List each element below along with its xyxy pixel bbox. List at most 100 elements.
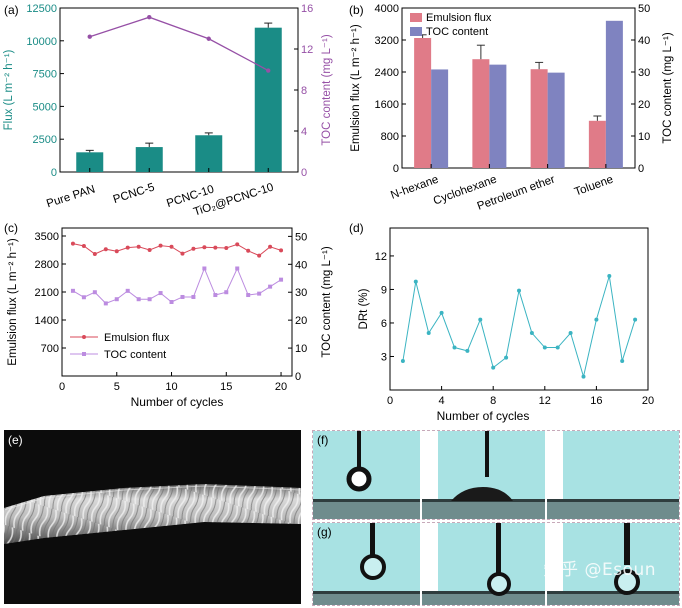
toc-point: [224, 290, 229, 295]
x-tick-label: 15: [220, 381, 232, 393]
toc-point: [268, 284, 273, 289]
toc-point: [266, 68, 271, 73]
flux-bar: [76, 152, 104, 172]
toc-point: [81, 295, 86, 300]
emulsion-flux-point: [191, 246, 196, 251]
flux-bar: [195, 135, 223, 172]
emulsion-flux-bar: [588, 120, 606, 168]
legend-swatch-flux: [410, 13, 422, 22]
toc-point: [279, 277, 284, 282]
chart-b: (b) 0 800 1600 2400 3200 4000 Emulsion flux (L…: [349, 3, 674, 213]
sem-fiber-image: (e): [4, 430, 301, 604]
drt-point: [607, 274, 612, 279]
y-tick-label: 2500: [33, 134, 57, 146]
emulsion-flux-point: [70, 241, 75, 246]
panel-label-c: (c): [4, 221, 18, 235]
drt-point: [594, 317, 599, 322]
y-tick-label: 3500: [35, 231, 59, 243]
toc-point: [147, 297, 152, 302]
y-tick-label: 3200: [375, 35, 399, 47]
drt-point: [439, 310, 444, 315]
drt-point: [542, 345, 547, 350]
droplet-panel-f: (f): [312, 430, 680, 520]
y-tick-label: 4000: [375, 3, 399, 15]
y-tick-label: 0: [393, 163, 399, 175]
plot-frame: [389, 227, 649, 391]
y-tick-label: 6: [381, 318, 387, 330]
x-tick-label: PCNC-5: [112, 181, 156, 206]
x-tick-label: 0: [387, 395, 393, 407]
toc-point: [235, 266, 240, 271]
plot-frame: [61, 227, 293, 377]
drt-point: [633, 317, 638, 322]
y2-tick-label: 30: [638, 67, 650, 79]
toc-point: [169, 300, 174, 304]
y2-tick-label: 30: [295, 287, 307, 299]
watermark-text: 知乎 @Esoun: [543, 560, 656, 580]
toc-point: [103, 301, 108, 306]
y-tick-label: 1600: [375, 99, 399, 111]
emulsion-flux-point: [125, 245, 130, 250]
legend-marker-toc: [82, 352, 86, 356]
y-tick-label: 5000: [33, 101, 57, 113]
emulsion-flux-point: [158, 243, 163, 248]
toc-point: [246, 293, 251, 298]
emulsion-flux-point: [147, 248, 152, 252]
y2-tick-label: 10: [295, 343, 307, 355]
emulsion-flux-point: [213, 245, 218, 250]
y-tick-label: 12500: [26, 3, 57, 15]
y-tick-label: 1400: [35, 315, 59, 327]
emulsion-flux-bar: [414, 38, 432, 168]
emulsion-flux-point: [136, 244, 141, 249]
emulsion-flux-bar: [472, 59, 490, 169]
toc-point: [213, 293, 218, 298]
drt-point: [620, 358, 625, 363]
chart-d: (d) 3 6 9 12 DRt (%) 0 4 8 12 16 20 Number of cycle…: [349, 221, 654, 423]
toc-bar: [489, 64, 507, 168]
y-tick-label: 0: [51, 167, 57, 179]
x-tick-label: 16: [590, 395, 602, 407]
drt-point: [517, 288, 521, 293]
toc-bar: [547, 72, 565, 168]
emulsion-flux-point: [235, 242, 240, 247]
emulsion-flux-point: [180, 251, 185, 256]
panel-label-d: (d): [349, 221, 364, 235]
toc-point: [180, 294, 185, 299]
emulsion-flux-point: [92, 252, 97, 256]
x-tick-label: 0: [59, 381, 65, 393]
x-axis-label: Number of cycles: [437, 409, 530, 423]
toc-line: [72, 267, 282, 304]
toc-point: [202, 266, 207, 271]
drt-point: [413, 279, 418, 284]
toc-point: [125, 288, 130, 293]
x-tick-label: Toluene: [573, 174, 615, 199]
droplet-g-drawing: (g): [313, 523, 679, 605]
y2-tick-label: 20: [295, 315, 307, 327]
emulsion-flux-bar: [530, 69, 548, 168]
emulsion-flux-point: [257, 253, 262, 258]
panel-label-b: (b): [349, 3, 364, 17]
y2-tick-label: 20: [638, 99, 650, 111]
y2-tick-label: 10: [638, 131, 650, 143]
x-tick-label: 4: [439, 395, 445, 407]
emulsion-flux-point: [202, 245, 207, 250]
y-tick-label: 2100: [35, 287, 59, 299]
drt-point: [581, 374, 586, 379]
y2-tick-label: 0: [638, 163, 644, 175]
x-tick-label: 20: [275, 381, 287, 393]
drt-point: [568, 331, 573, 336]
y-tick-label: 2400: [375, 67, 399, 79]
y2-tick-label: 50: [295, 231, 307, 243]
toc-bar: [431, 69, 449, 168]
y2-tick-label: 8: [301, 85, 307, 97]
drt-point: [400, 358, 405, 363]
y-tick-label: 12: [375, 251, 387, 263]
y-axis-label: Emulsion flux (L m⁻² h⁻¹): [350, 24, 362, 152]
y2-tick-label: 50: [638, 3, 650, 15]
legend-label-flux: Emulsion flux: [426, 12, 492, 24]
toc-point: [257, 291, 262, 296]
y2-axis-label: TOC content (mg L⁻¹): [321, 246, 333, 357]
y-axis-label: Emulsion flux (L m⁻² h⁻¹): [7, 238, 19, 366]
emulsion-flux-point: [81, 244, 86, 248]
y-tick-label: 10000: [26, 36, 57, 48]
